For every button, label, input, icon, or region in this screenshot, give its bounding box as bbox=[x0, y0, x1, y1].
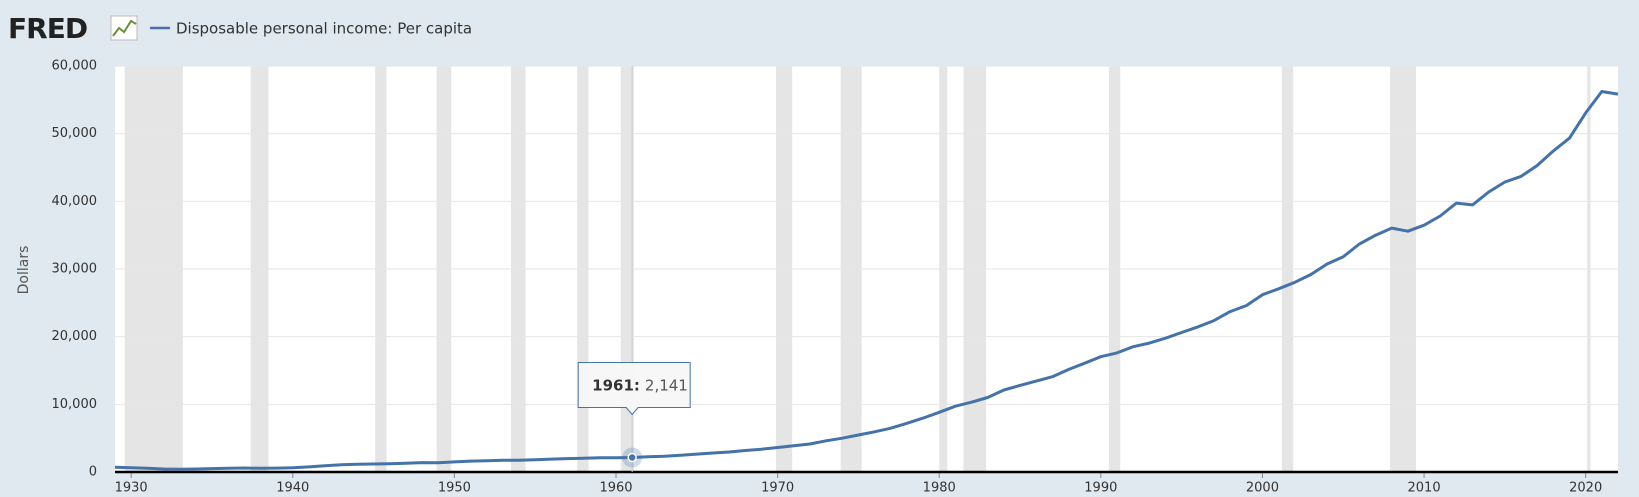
tooltip: 1961: 2,141 bbox=[577, 362, 691, 416]
x-tick-label: 1980 bbox=[923, 481, 956, 496]
tooltip-title: 1961: bbox=[592, 376, 640, 394]
tooltip-value: 2,141 bbox=[645, 376, 688, 394]
tooltip-box bbox=[577, 362, 691, 416]
x-tick-label: 1960 bbox=[599, 481, 632, 496]
x-tick-label: 1930 bbox=[115, 481, 148, 496]
y-tick-label: 40,000 bbox=[52, 194, 98, 209]
x-tick-label: 2010 bbox=[1408, 481, 1441, 496]
y-tick-label: 30,000 bbox=[52, 262, 98, 277]
y-tick-label: 60,000 bbox=[52, 59, 98, 74]
x-tick-label: 2000 bbox=[1246, 481, 1279, 496]
tooltip-text: 1961: 2,141 bbox=[592, 376, 688, 394]
y-tick-label: 10,000 bbox=[52, 397, 98, 412]
data-line bbox=[114, 90, 1619, 471]
x-tick-label: 1970 bbox=[761, 481, 794, 496]
logo[interactable]: FRED bbox=[8, 12, 88, 45]
y-tick-label: 20,000 bbox=[52, 329, 98, 344]
legend-label[interactable]: Disposable personal income: Per capita bbox=[176, 20, 472, 38]
hover-point bbox=[627, 452, 637, 463]
x-tick-label: 1990 bbox=[1084, 481, 1117, 496]
logo-icon bbox=[110, 15, 138, 41]
x-tick-label: 2020 bbox=[1569, 481, 1602, 496]
x-tick-label: 1950 bbox=[438, 481, 471, 496]
y-tick-label: 50,000 bbox=[52, 126, 98, 141]
y-tick-label: 0 bbox=[89, 465, 97, 480]
y-axis-label: Dollars bbox=[16, 246, 32, 295]
x-tick-label: 1940 bbox=[276, 481, 309, 496]
